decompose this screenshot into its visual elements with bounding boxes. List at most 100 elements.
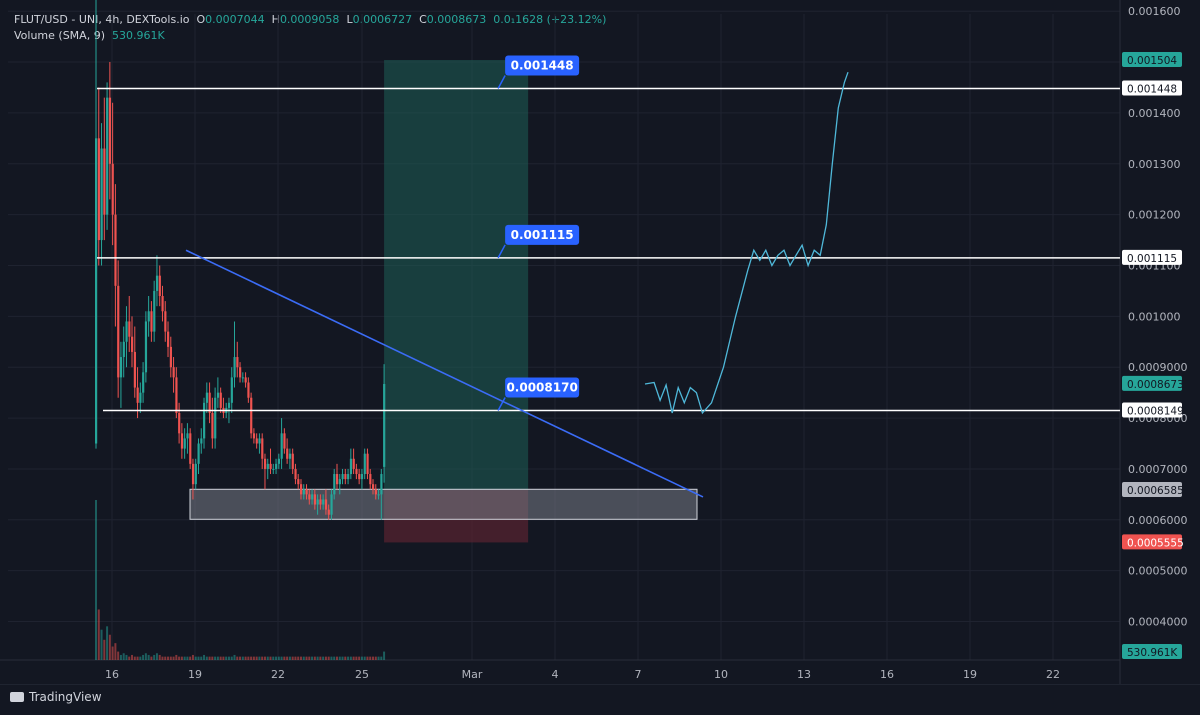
candle-body — [247, 382, 250, 398]
trendline — [185, 249, 704, 498]
candle-body — [377, 494, 380, 496]
volume-bar — [227, 656, 230, 660]
candle-body — [374, 489, 377, 495]
volume-bar — [316, 656, 319, 660]
volume-bar — [305, 656, 308, 660]
volume-bar — [211, 656, 214, 660]
volume-bar — [208, 656, 211, 660]
volume-bar — [150, 656, 153, 660]
open-value: 0.0007044 — [205, 13, 265, 26]
volume-bar — [327, 656, 330, 660]
candle-body — [261, 438, 264, 459]
candle-body — [169, 346, 172, 368]
badge-target-label: 0.001504 — [1127, 55, 1177, 67]
volume-bar — [252, 656, 255, 660]
symbol-label[interactable]: FLUT/USD - UNI, 4h, DEXTools.io — [14, 13, 190, 26]
zones — [189, 60, 698, 543]
volume-bar — [125, 654, 128, 660]
candle-body — [255, 438, 258, 444]
tradingview-logo[interactable]: TradingView — [10, 690, 102, 704]
candle-body — [167, 331, 170, 347]
price-tick: 0.001400 — [1128, 107, 1181, 120]
volume-bar — [147, 654, 150, 660]
candle-body — [324, 499, 328, 510]
volume-label[interactable]: Volume (SMA, 9) — [14, 29, 105, 42]
volume-bar — [344, 656, 347, 660]
callout-box — [505, 224, 580, 245]
candle-body — [236, 357, 239, 368]
callout-label: 0.001448 — [511, 59, 574, 73]
candle-body — [297, 479, 300, 485]
volume-bar — [269, 656, 272, 660]
symbol-header: FLUT/USD - UNI, 4h, DEXTools.io O0.00070… — [14, 12, 606, 27]
tradingview-name: TradingView — [29, 690, 102, 704]
candle-body — [103, 148, 106, 215]
candle-body — [95, 138, 98, 444]
candle-body — [106, 97, 109, 215]
time-tick: 10 — [714, 668, 728, 681]
volume-bar — [372, 656, 374, 660]
callout-pointer — [497, 244, 506, 259]
candle-body — [269, 463, 272, 469]
candle-body — [216, 392, 220, 398]
target-zone — [384, 60, 529, 491]
badge-close-label: 0.0008673 — [1127, 379, 1184, 391]
volume-bar — [97, 609, 100, 660]
candle-body — [252, 433, 256, 439]
candle-body — [186, 433, 189, 439]
low-label: L — [346, 13, 353, 26]
candle-body — [142, 372, 145, 393]
candle-body — [133, 351, 136, 388]
volume-bar — [119, 654, 122, 660]
callout-box — [505, 55, 580, 76]
high-label: H — [271, 13, 280, 26]
badge-volume — [1122, 644, 1182, 659]
volume-bar — [355, 656, 358, 660]
volume-bar — [194, 656, 197, 660]
candle-body — [164, 311, 167, 332]
volume-bar — [283, 656, 286, 660]
candle-body — [125, 321, 128, 342]
volume-bar — [222, 656, 225, 660]
candle-body — [360, 474, 364, 480]
candle-body — [266, 463, 269, 469]
candle-body — [153, 290, 156, 332]
candle-body — [139, 392, 142, 403]
time-tick: Mar — [462, 668, 483, 681]
change-value: 0.0₁1628 (+23.12%) — [493, 13, 607, 26]
time-tick: 22 — [271, 668, 285, 681]
candle-body — [352, 458, 355, 469]
candle-body — [155, 275, 159, 291]
candle-body — [299, 484, 303, 495]
candle-body — [244, 377, 247, 383]
volume-bar — [297, 656, 300, 660]
volume-bar — [311, 656, 314, 660]
candle-body — [272, 468, 275, 470]
volume-bar — [205, 656, 208, 660]
volume-bar — [203, 654, 206, 660]
candle-body — [191, 463, 195, 485]
candle-body — [383, 384, 386, 467]
candle-body — [227, 402, 231, 408]
time-tick: 16 — [880, 668, 894, 681]
candle-body — [119, 357, 123, 378]
badge-volume-label: 530.961K — [1127, 647, 1178, 659]
candle-body — [200, 438, 203, 444]
candle-body — [280, 433, 283, 459]
volume-bar — [122, 653, 125, 660]
volume-bar — [197, 656, 200, 660]
volume-bar — [169, 656, 172, 660]
volume-bar — [380, 656, 383, 660]
volume-bar — [189, 656, 192, 660]
volume-bar — [164, 656, 167, 660]
candle-body — [275, 463, 278, 469]
candle-body — [316, 499, 319, 505]
volume-bar — [117, 651, 120, 660]
volume-bar — [175, 654, 178, 660]
candle-body — [180, 433, 184, 449]
volume-bar — [155, 653, 158, 660]
volume-bar — [158, 654, 161, 660]
volume-bar — [275, 656, 278, 660]
candle-body — [380, 474, 383, 495]
